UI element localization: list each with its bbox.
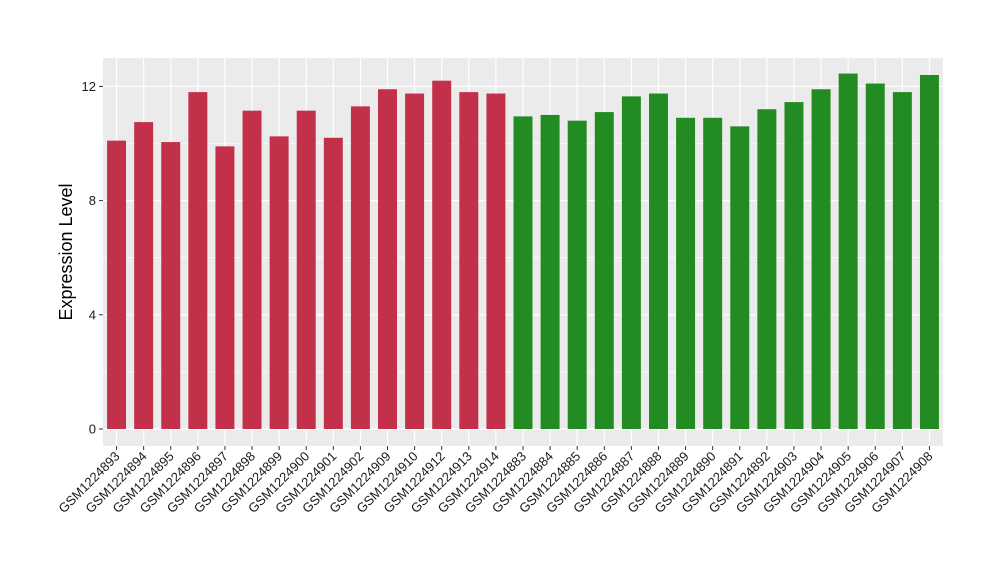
y-tick-label: 12	[82, 79, 96, 94]
y-axis-title: Expression Level	[56, 183, 76, 320]
bar-GSM1224895	[161, 142, 181, 429]
y-axis: 0 4 8 12	[82, 79, 103, 437]
y-tick-label: 4	[89, 307, 96, 322]
bar-GSM1224893	[107, 140, 127, 429]
bar-GSM1224908	[919, 74, 939, 429]
bar-GSM1224906	[865, 83, 885, 430]
bar-GSM1224914	[486, 93, 506, 429]
bar-GSM1224913	[459, 92, 479, 430]
bar-GSM1224901	[323, 137, 343, 430]
bar-GSM1224907	[892, 92, 912, 430]
bar-GSM1224887	[621, 96, 641, 429]
bar-GSM1224888	[649, 93, 668, 429]
bar-GSM1224894	[134, 122, 154, 430]
bar-GSM1224883	[513, 116, 533, 429]
bar-GSM1224898	[242, 110, 262, 429]
bar-GSM1224892	[757, 109, 777, 430]
bar-GSM1224884	[540, 114, 560, 429]
bar-GSM1224889	[676, 117, 696, 430]
bar-GSM1224899	[269, 136, 289, 430]
bar-GSM1224910	[405, 93, 425, 429]
y-tick-label: 0	[89, 422, 96, 437]
bar-GSM1224903	[784, 102, 804, 429]
bar-GSM1224897	[215, 146, 235, 430]
y-tick-label: 8	[89, 193, 96, 208]
bar-GSM1224900	[296, 110, 316, 429]
bar-GSM1224891	[730, 126, 750, 430]
bar-GSM1224902	[350, 106, 370, 429]
bar-GSM1224905	[838, 73, 858, 430]
bar-GSM1224904	[811, 89, 831, 429]
bar-GSM1224885	[567, 120, 587, 429]
bar-GSM1224912	[432, 80, 452, 429]
bars	[107, 73, 939, 430]
bar-GSM1224886	[594, 112, 614, 429]
bar-GSM1224909	[378, 89, 397, 429]
bar-GSM1224890	[703, 117, 723, 430]
x-axis: GSM1224893GSM1224894GSM1224895GSM1224896…	[55, 446, 936, 516]
bar-GSM1224896	[188, 92, 208, 430]
